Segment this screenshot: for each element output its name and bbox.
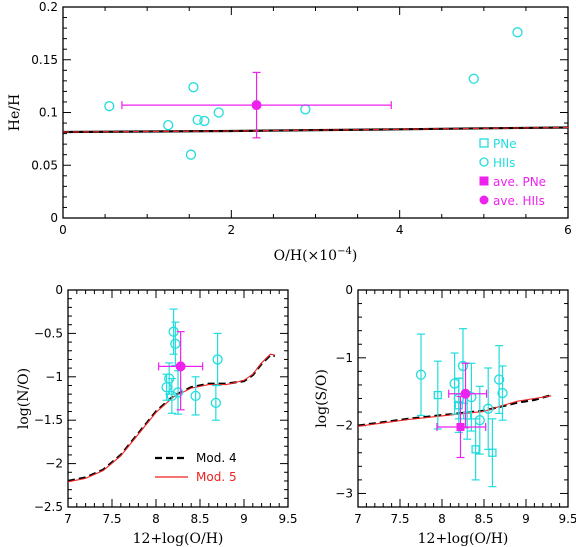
y-tick-label: 0.15 xyxy=(31,53,58,67)
ave-hiis-point xyxy=(175,361,186,372)
hii-point xyxy=(170,338,181,349)
hii-point xyxy=(497,387,508,399)
x-tick-label: 9.5 xyxy=(278,512,297,526)
panel-bottom-left: 7 7.5 8 8.5 9 9.5 −2.5 −2 −1.5 −1 −0.5 0 12+log(O/H)… xyxy=(16,283,298,547)
y-axis-label: He/H xyxy=(7,94,23,131)
hii-point xyxy=(457,360,469,372)
hii-point xyxy=(300,104,311,115)
hii-point xyxy=(185,149,197,160)
x-axis-label: O/H(×10−4) xyxy=(274,246,358,264)
legend-label: PNe xyxy=(493,137,517,151)
x-tick-label: 0 xyxy=(59,223,67,237)
x-tick-label: 7.5 xyxy=(102,512,121,526)
x-tick-label: 4 xyxy=(396,223,404,237)
hii-point xyxy=(163,120,174,131)
legend-label: HIIs xyxy=(493,156,515,170)
hii-point xyxy=(493,374,505,385)
hii-point xyxy=(213,107,224,118)
hii-point xyxy=(172,387,184,398)
x-tick-label: 2 xyxy=(228,223,236,237)
y-tick-label: −1 xyxy=(45,370,63,384)
hii-point xyxy=(210,397,221,408)
hii-point xyxy=(468,73,479,84)
x-axis-label-end: ) xyxy=(352,248,357,264)
y-axis-label: log(S/O) xyxy=(314,369,330,428)
hii-point xyxy=(192,114,203,126)
legend-label: Mod. 4 xyxy=(196,451,237,465)
y-tick-label: −2.5 xyxy=(34,500,63,514)
y-tick-label: 0.1 xyxy=(39,106,58,120)
y-tick-label: −2 xyxy=(45,457,63,471)
x-axis-label: 12+log(O/H) xyxy=(133,531,224,547)
hii-point xyxy=(166,390,177,402)
legend-marker xyxy=(479,138,489,148)
legend-label: Mod. 5 xyxy=(196,470,237,484)
y-tick-label: 0 xyxy=(55,283,63,297)
x-axis-label-exponent: −4 xyxy=(337,246,352,257)
ave-pne-point xyxy=(456,422,465,431)
legend-marker xyxy=(479,176,489,186)
hii-point xyxy=(512,27,523,38)
y-tick-label: −2 xyxy=(335,419,353,433)
hii-point xyxy=(483,403,494,414)
pn-point xyxy=(471,445,480,454)
hii-point xyxy=(104,101,115,112)
hii-point xyxy=(190,390,201,402)
y-tick-label: 0 xyxy=(50,211,58,225)
legend-label: ave. PNe xyxy=(493,175,546,189)
plot-frame xyxy=(67,289,289,508)
legend-marker xyxy=(479,195,489,205)
panel-bottom-right: 7 7.5 8 8.5 9 9.5 −3 −2 −1 0 12+log(O/H) log(S/O) xyxy=(314,283,576,547)
y-tick-label: 0.2 xyxy=(39,0,58,14)
y-tick-label: 0 xyxy=(345,283,353,297)
pn-point xyxy=(463,411,472,420)
y-tick-label: −0.5 xyxy=(34,326,63,340)
x-tick-label: 9 xyxy=(522,512,530,526)
mod5-line xyxy=(67,353,275,483)
x-tick-label: 7 xyxy=(64,512,72,526)
pn-point xyxy=(433,390,442,400)
y-tick-label: −3 xyxy=(335,486,353,500)
pn-point xyxy=(488,448,497,457)
y-tick-label: −1.5 xyxy=(34,413,63,427)
legend-marker xyxy=(479,157,489,167)
ave-hiis-point xyxy=(460,388,471,399)
mod4-line xyxy=(67,353,276,483)
model-line-overlay xyxy=(62,126,569,133)
y-tick-label: −1 xyxy=(335,351,353,365)
x-axis-label: 12+log(O/H) xyxy=(418,531,509,547)
x-tick-label: 6 xyxy=(564,223,572,237)
legend-label: ave. HIIs xyxy=(493,194,545,208)
x-tick-label: 8 xyxy=(152,512,160,526)
hii-point xyxy=(188,82,199,93)
hii-point xyxy=(415,369,427,380)
y-tick-label: 0.05 xyxy=(31,158,58,172)
ave-hiis-point xyxy=(251,100,262,111)
panel-top: 0 2 4 6 0 0.05 0.1 0.15 0.2 O/H(×10−4) He/H PNe HIIs… xyxy=(7,0,572,264)
x-tick-label: 8.5 xyxy=(474,512,493,526)
x-tick-label: 8.5 xyxy=(190,512,209,526)
x-axis-label-main: O/H(×10 xyxy=(274,248,337,264)
x-tick-label: 7.5 xyxy=(390,512,409,526)
hii-point xyxy=(161,382,172,393)
y-axis-label: log(N/O) xyxy=(16,368,32,429)
hii-point xyxy=(212,354,223,365)
x-tick-label: 9 xyxy=(240,512,248,526)
x-tick-label: 9.5 xyxy=(558,512,576,526)
x-tick-label: 8 xyxy=(438,512,446,526)
hii-point xyxy=(199,115,210,127)
pn-point xyxy=(454,401,463,410)
x-tick-label: 7 xyxy=(354,512,362,526)
